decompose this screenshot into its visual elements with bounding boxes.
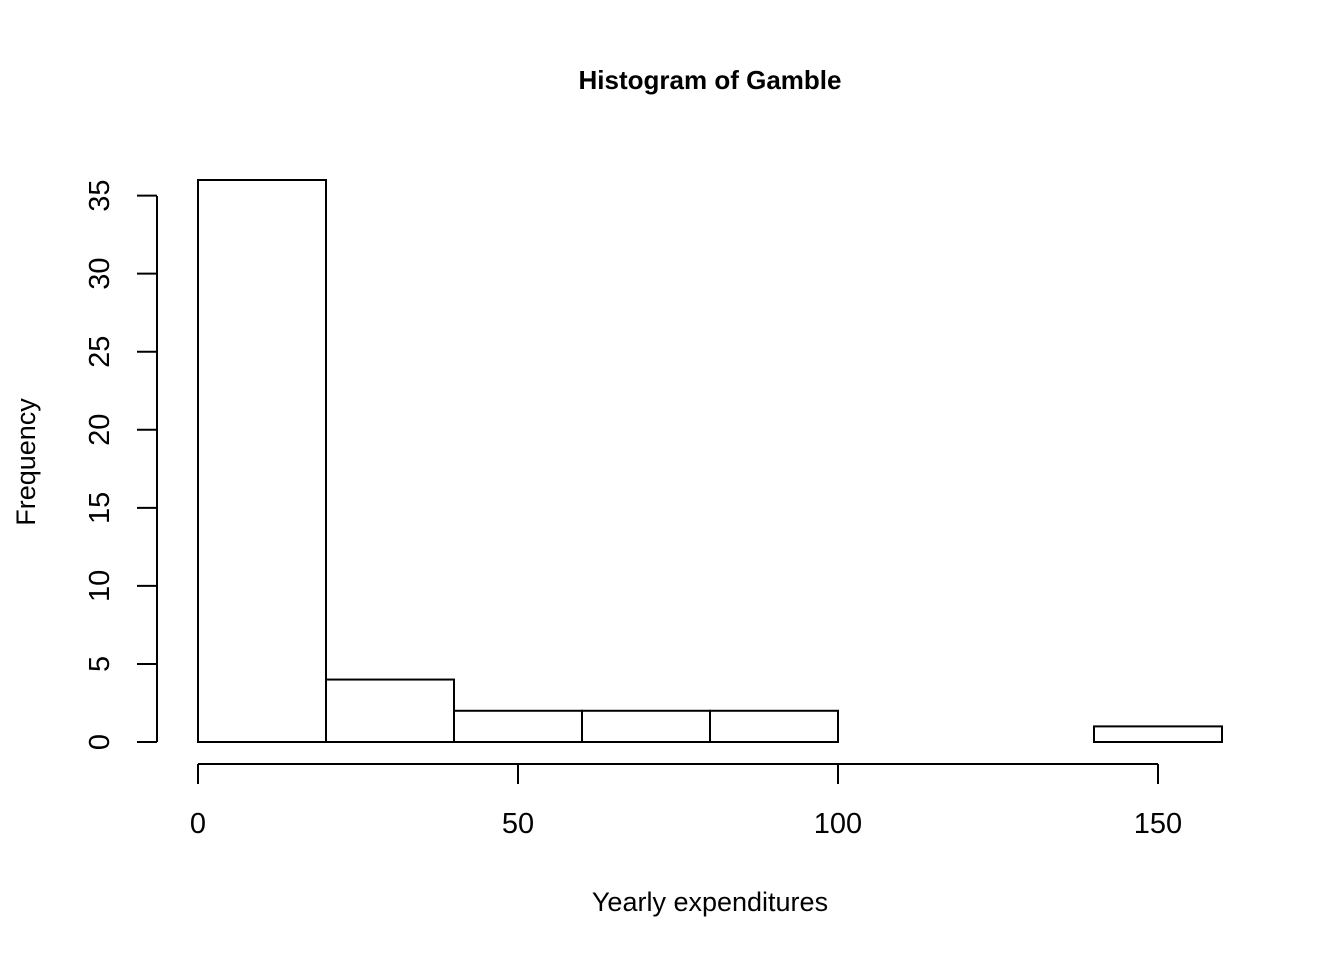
y-tick-label-4: 20 <box>84 414 116 446</box>
x-tick-label-2: 100 <box>814 808 862 840</box>
y-tick-label-3: 15 <box>84 492 116 524</box>
y-tick-label-2: 10 <box>84 570 116 602</box>
histogram-bar-3 <box>581 709 711 743</box>
y-tick-label-1: 5 <box>84 656 116 672</box>
x-tick-label-3: 150 <box>1134 808 1182 840</box>
y-tick-label-0: 0 <box>84 734 116 750</box>
y-axis: 0 5 10 15 20 25 30 35 <box>84 179 158 750</box>
x-tick-label-0: 0 <box>190 808 206 840</box>
chart-title: Histogram of Gamble <box>579 65 842 95</box>
histogram-bar-4 <box>709 709 839 743</box>
y-tick-label-6: 30 <box>84 258 116 290</box>
histogram-bar-2 <box>453 709 583 743</box>
y-tick-label-5: 25 <box>84 336 116 368</box>
x-axis-label: Yearly expenditures <box>592 887 828 917</box>
y-tick-label-7: 35 <box>84 179 116 211</box>
x-tick-label-1: 50 <box>502 808 534 840</box>
histogram-bar-0 <box>197 179 327 743</box>
x-axis: 0 50 100 150 <box>190 763 1182 840</box>
histogram-bar-1 <box>325 678 455 743</box>
y-axis-label: Frequency <box>11 398 41 526</box>
histogram-bar-7 <box>1093 725 1223 744</box>
bars-group <box>197 179 1223 744</box>
